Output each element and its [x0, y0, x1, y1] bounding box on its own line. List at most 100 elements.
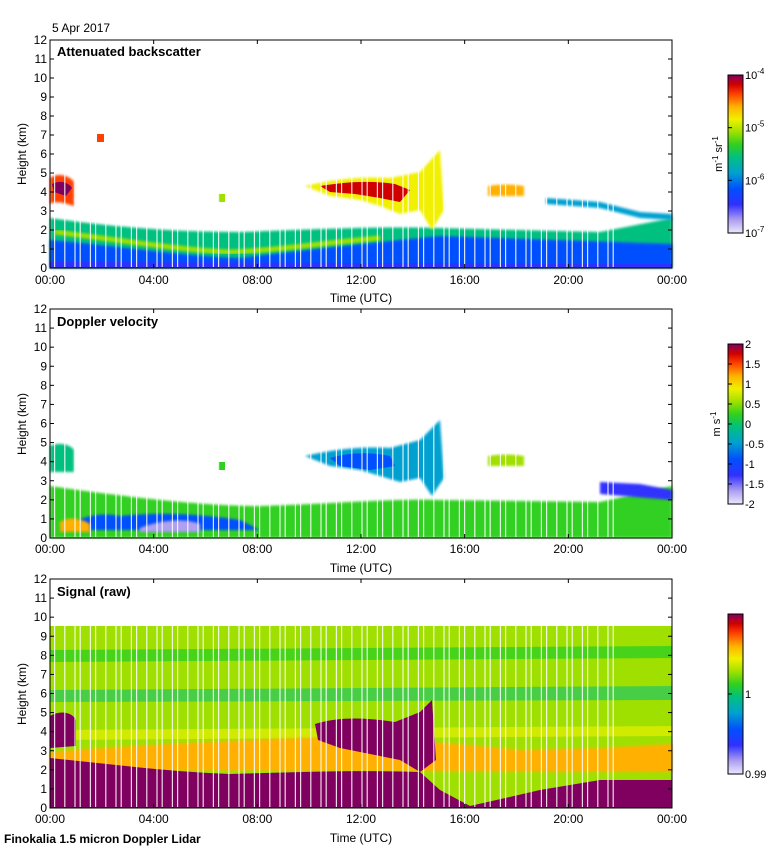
- colorbar-tick-label: 0.5: [745, 399, 760, 411]
- data-gap-line: [546, 310, 548, 537]
- data-gap-line: [407, 41, 409, 267]
- data-gap-line: [484, 310, 486, 537]
- data-gap-line: [161, 310, 163, 537]
- data-gap-line: [54, 310, 56, 537]
- data-gap-line: [433, 41, 435, 267]
- data-gap-line: [402, 310, 404, 537]
- data-gap-line: [376, 41, 378, 267]
- signal-data-gaps: [54, 580, 614, 807]
- x-tick-label: 20:00: [553, 273, 583, 287]
- data-gap-line: [95, 41, 97, 267]
- data-gap-line: [341, 310, 343, 537]
- data-gap-line: [571, 580, 573, 807]
- data-gap-line: [187, 41, 189, 267]
- data-gap-line: [499, 310, 501, 537]
- y-tick-label: 3: [40, 474, 47, 488]
- y-tick-label: 0: [40, 261, 47, 275]
- data-gap-line: [351, 580, 353, 807]
- data-gap-line: [238, 41, 240, 267]
- data-gap-line: [423, 580, 425, 807]
- data-gap-line: [474, 41, 476, 267]
- y-tick-label: 9: [40, 629, 47, 643]
- data-gap-line: [269, 41, 271, 267]
- x-tick-label: 20:00: [553, 812, 583, 826]
- data-gap-line: [566, 41, 568, 267]
- data-gap-line: [95, 310, 97, 537]
- data-gap-line: [423, 41, 425, 267]
- data-gap-line: [505, 310, 507, 537]
- data-gap-line: [361, 580, 363, 807]
- data-gap-line: [202, 41, 204, 267]
- data-gap-line: [294, 310, 296, 537]
- data-gap-line: [54, 41, 56, 267]
- data-gap-line: [581, 580, 583, 807]
- panel-backscatter: Attenuated backscatter 01234567891011120…: [15, 33, 765, 305]
- data-gap-line: [197, 310, 199, 537]
- y-tick-label: 6: [40, 417, 47, 431]
- data-gap-line: [530, 580, 532, 807]
- data-gap-line: [136, 310, 138, 537]
- data-gap-line: [530, 310, 532, 537]
- data-gap-line: [136, 41, 138, 267]
- data-gap-line: [474, 580, 476, 807]
- y-tick-label: 10: [34, 610, 48, 624]
- data-gap-line: [556, 41, 558, 267]
- data-gap-line: [284, 580, 286, 807]
- data-gap-line: [228, 41, 230, 267]
- data-gap-line: [489, 41, 491, 267]
- data-gap-line: [177, 41, 179, 267]
- data-gap-line: [74, 41, 76, 267]
- colorbar-tick-label: 10-4: [745, 67, 765, 82]
- data-gap-line: [499, 580, 501, 807]
- signal-colorbar-ticks: 10.99: [728, 689, 766, 781]
- data-gap-line: [474, 310, 476, 537]
- signal-title: Signal (raw): [57, 584, 131, 599]
- data-gap-line: [89, 41, 91, 267]
- data-gap-line: [300, 310, 302, 537]
- data-gap-line: [115, 310, 117, 537]
- data-gap-line: [407, 580, 409, 807]
- x-tick-label: 00:00: [35, 273, 65, 287]
- data-gap-line: [218, 580, 220, 807]
- data-gap-line: [294, 580, 296, 807]
- data-gap-line: [612, 580, 614, 807]
- signal-xlabel: Time (UTC): [330, 831, 392, 845]
- data-gap-line: [546, 580, 548, 807]
- data-gap-line: [443, 580, 445, 807]
- y-tick-label: 3: [40, 744, 47, 758]
- signal-boundary-layer: [50, 758, 672, 808]
- data-gap-line: [341, 41, 343, 267]
- data-gap-line: [443, 310, 445, 537]
- data-gap-line: [402, 580, 404, 807]
- data-gap-line: [238, 310, 240, 537]
- data-gap-line: [540, 310, 542, 537]
- data-gap-line: [202, 310, 204, 537]
- data-gap-line: [310, 310, 312, 537]
- backscatter-cloud-early-core: [52, 181, 72, 196]
- y-tick-label: 4: [40, 185, 47, 199]
- colorbar-tick-label: 10-6: [745, 172, 765, 187]
- x-tick-label: 12:00: [346, 273, 376, 287]
- data-gap-line: [402, 41, 404, 267]
- signal-noise-streak-1: [50, 646, 672, 662]
- data-gap-line: [120, 580, 122, 807]
- data-gap-line: [392, 310, 394, 537]
- y-tick-label: 6: [40, 147, 47, 161]
- backscatter-colorbar: [727, 74, 744, 234]
- data-gap-line: [464, 310, 466, 537]
- data-gap-line: [187, 310, 189, 537]
- data-gap-line: [105, 310, 107, 537]
- data-gap-line: [120, 310, 122, 537]
- colorbar-tick-label: 1: [745, 689, 751, 701]
- data-gap-line: [136, 580, 138, 807]
- data-gap-line: [253, 41, 255, 267]
- data-gap-line: [105, 580, 107, 807]
- data-gap-line: [458, 41, 460, 267]
- footer-label: Finokalia 1.5 micron Doppler Lidar: [4, 832, 201, 846]
- data-gap-line: [310, 580, 312, 807]
- data-gap-line: [325, 580, 327, 807]
- data-gap-line: [382, 580, 384, 807]
- data-gap-line: [597, 580, 599, 807]
